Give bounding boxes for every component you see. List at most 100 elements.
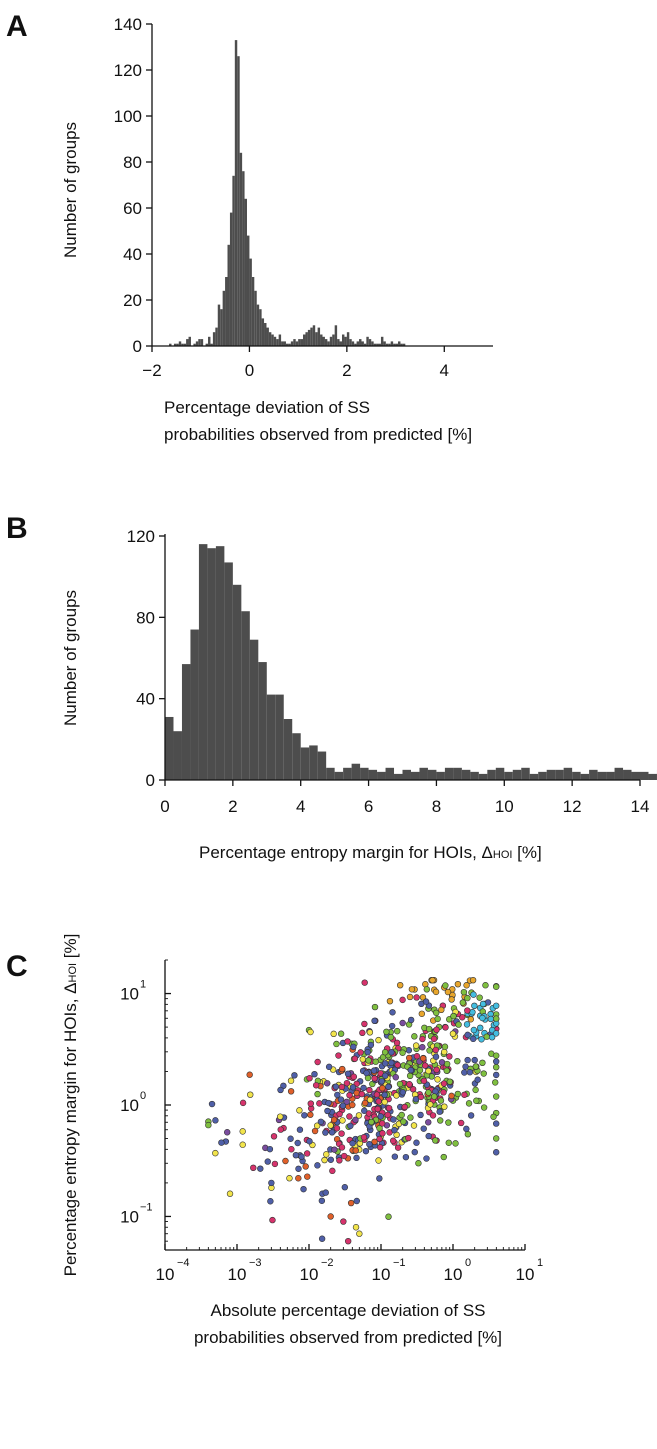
scatter-point [311,1127,319,1135]
scatter-point [337,1096,345,1103]
histogram-bar [329,336,333,346]
scatter-point [420,1055,427,1062]
scatter-point [336,1110,343,1118]
histogram-bar [563,767,573,780]
histogram-bar [232,175,235,346]
scatter-point [472,1063,480,1070]
histogram-bar [606,771,615,780]
scatter-point [353,1197,360,1205]
histogram-bar [361,341,364,346]
scatter-point [376,1125,383,1132]
scatter-point [432,1009,440,1016]
histogram-bar [285,343,289,346]
scatter-point [349,1140,356,1147]
scatter-point [378,1078,385,1085]
histogram-bar [276,339,279,346]
scatter-point [399,1019,406,1027]
y-tick-label: 80 [136,608,155,627]
scatter-point [430,1035,438,1043]
histogram-bar [478,773,488,780]
histogram-bar [258,662,267,780]
scatter-point [239,1141,246,1148]
histogram-bar [178,341,182,346]
histogram-bar [298,339,301,346]
histogram-bar [648,773,657,780]
scatter-point [493,1135,500,1142]
scatter-point [364,1048,371,1056]
scatter-point [429,1112,437,1119]
histogram-bar [356,341,360,346]
scatter-point [371,1138,378,1146]
histogram-bar [290,341,294,346]
scatter-point [358,1090,366,1098]
histogram-bar [234,40,238,346]
histogram-bar [376,343,379,346]
histogram-bar [402,769,411,780]
histogram-bar [341,334,345,346]
scatter-point [324,1080,331,1087]
scatter-point [471,1002,478,1010]
scatter-point [490,1113,497,1120]
scatter-point [375,1098,382,1105]
histogram-bar [385,343,389,346]
scatter-point [406,1081,413,1088]
scatter-point [432,988,440,996]
panel-letter-b: B [6,512,28,545]
y-tick-exponent: −1 [140,1201,153,1213]
scatter-point [267,1198,274,1205]
scatter-point [296,1126,304,1133]
histogram-bar [320,334,323,346]
scatter-point [212,1117,219,1124]
histogram-bar [359,339,362,346]
scatter-point [441,1103,448,1110]
x-tick-label: 10 [444,1265,463,1284]
scatter-point [371,1075,378,1082]
scatter-point [335,1052,342,1059]
scatter-point [413,994,420,1001]
scatter-point [464,1007,471,1014]
scatter-point [367,1041,375,1049]
scatter-point [472,1086,479,1094]
y-tick-label: 60 [123,199,142,218]
scatter-point [318,1197,326,1204]
scatter-point [375,1036,382,1044]
scatter-point [391,1126,398,1134]
y-tick-label: 140 [114,15,142,34]
x-tick-label: 6 [364,797,373,816]
histogram-bar [393,343,396,346]
scatter-point [445,1119,452,1126]
scatter-point [330,1116,338,1123]
scatter-point [407,1016,415,1024]
scatter-point [434,1076,441,1083]
y-tick-label: 20 [123,291,142,310]
scatter-point [349,1101,356,1109]
scatter-point [224,1129,231,1136]
scatter-point [338,1144,346,1151]
histogram-bar [444,767,454,780]
histogram-bar [623,769,632,780]
scatter-point [277,1086,284,1094]
histogram-bar [351,763,361,780]
scatter-point [371,1017,378,1025]
histogram-bar [344,336,347,346]
histogram-bar [377,771,386,780]
histogram-bar [264,323,267,346]
x-tick-exponent: 0 [465,1257,471,1269]
histogram-bar [212,332,216,346]
scatter-point [328,1129,336,1136]
panel-letter-a: A [6,10,28,43]
scatter-point [282,1157,289,1165]
scatter-point [344,1070,352,1077]
histogram-bar [229,212,233,346]
scatter-point [396,1080,404,1088]
scatter-point [353,1154,360,1162]
histogram-bar [337,339,340,346]
scatter-point [459,1014,466,1021]
histogram-bar [227,244,230,346]
scatter-point [488,1034,496,1041]
scatter-point [327,1122,334,1129]
scatter-point [352,1224,360,1231]
scatter-point [382,1060,389,1067]
histogram-bar [241,611,250,780]
